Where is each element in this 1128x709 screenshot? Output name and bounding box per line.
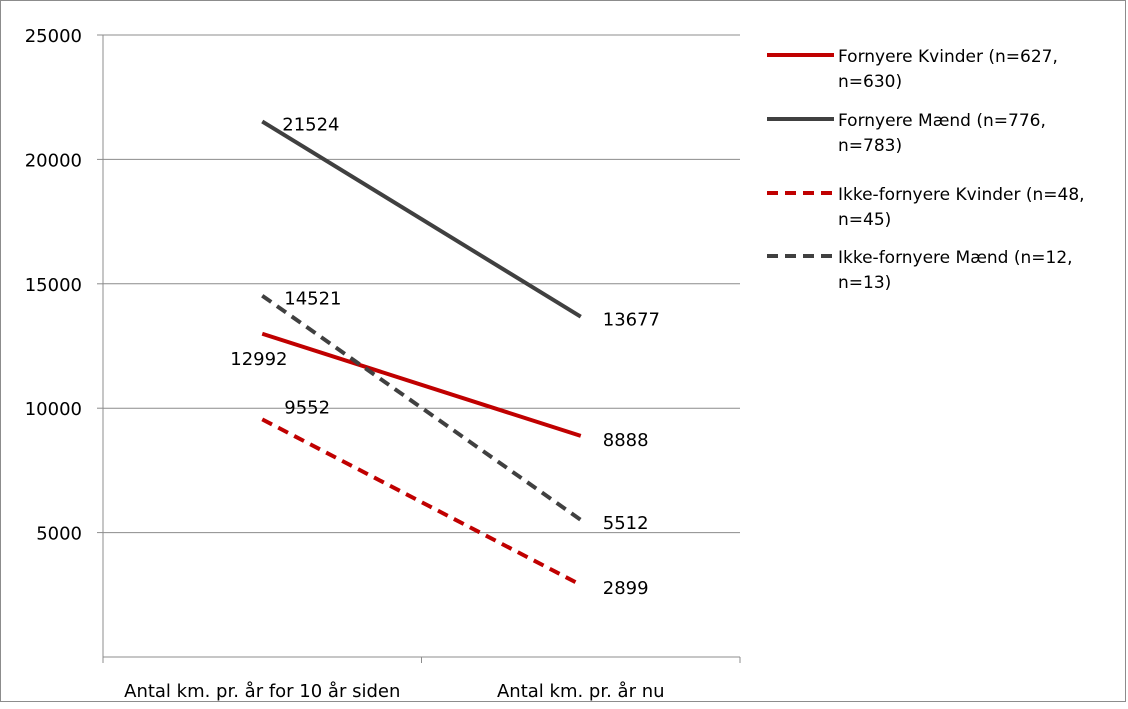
series-lines — [261, 119, 582, 587]
data-labels: 12992 8888 21524 13677 9552 2899 14521 5512 — [230, 114, 660, 598]
legend-label: n=783) — [838, 136, 902, 156]
legend-label: Fornyere Kvinder (n=627, — [838, 47, 1058, 67]
x-tick-label: Antal km. pr. år nu — [497, 681, 665, 702]
y-tick-label: 10000 — [25, 399, 82, 420]
series-line — [261, 119, 582, 319]
data-label: 2899 — [603, 578, 649, 599]
y-tick-label: 20000 — [25, 150, 82, 171]
x-tick-label: Antal km. pr. år for 10 år siden — [124, 681, 400, 702]
gridlines — [103, 34, 740, 534]
data-label: 13677 — [603, 310, 660, 331]
legend-label: Fornyere Mænd (n=776, — [838, 111, 1046, 131]
legend: Fornyere Kvinder (n=627, n=630) Fornyere M… — [767, 47, 1085, 293]
data-label: 5512 — [603, 513, 649, 534]
legend-label: n=45) — [838, 210, 891, 230]
series-line — [261, 331, 582, 438]
legend-label: Ikke-fornyere Kvinder (n=48, — [838, 185, 1085, 205]
y-tick-label: 25000 — [25, 26, 82, 47]
data-label: 8888 — [603, 430, 649, 451]
y-tick-label: 15000 — [25, 275, 82, 296]
data-label: 14521 — [284, 289, 341, 310]
legend-label: Ikke-fornyere Mænd (n=12, — [838, 248, 1073, 268]
legend-label: n=630) — [838, 72, 902, 92]
series-line — [261, 417, 582, 587]
legend-label: n=13) — [838, 273, 891, 293]
data-label: 9552 — [284, 397, 330, 418]
y-tick-label: 5000 — [36, 524, 82, 545]
axes: 5000 10000 15000 20000 25000 Antal km. pr. år… — [25, 26, 741, 702]
series-line — [261, 294, 582, 522]
data-label: 12992 — [230, 349, 287, 370]
data-label: 21524 — [282, 114, 339, 135]
